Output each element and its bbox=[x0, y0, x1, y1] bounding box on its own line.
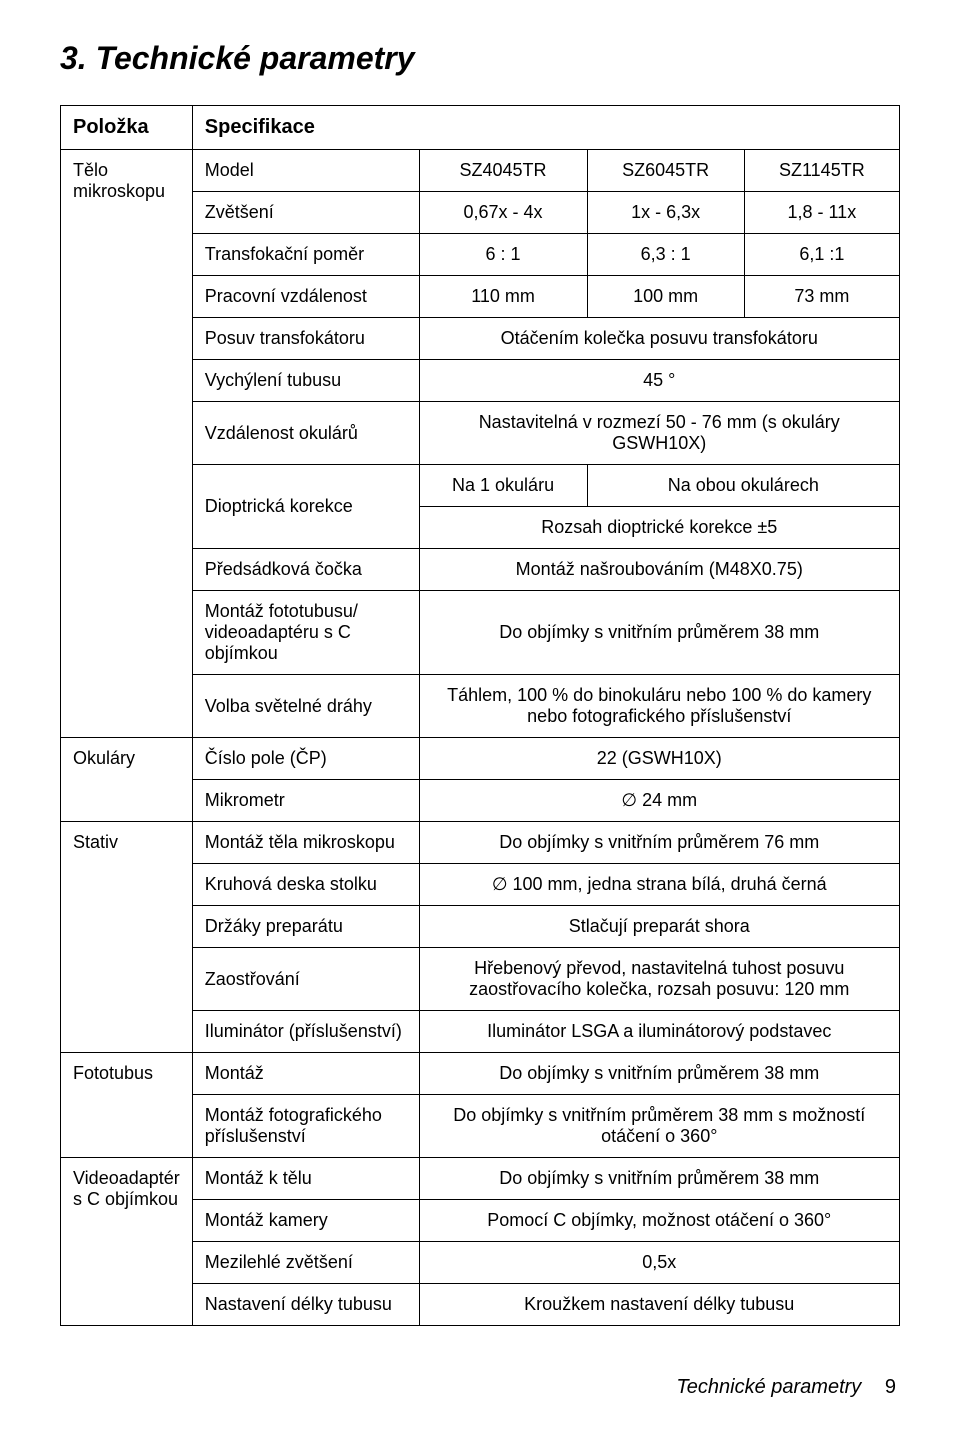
cell-transfok-name: Transfokační poměr bbox=[192, 234, 419, 276]
cell-zaostr-val: Hřebenový převod, nastavitelná tuhost po… bbox=[419, 948, 899, 1011]
page: 3. Technické parametry Položka Specifika… bbox=[0, 0, 960, 1429]
cell-posuv-val: Otáčením kolečka posuvu transfokátoru bbox=[419, 318, 899, 360]
cell-kruh-name: Kruhová deska stolku bbox=[192, 864, 419, 906]
cell-dioptr-name: Dioptrická korekce bbox=[192, 465, 419, 549]
table-row: Videoadaptér s C objímkou Montáž k tělu … bbox=[61, 1158, 900, 1200]
page-number: 9 bbox=[885, 1376, 896, 1398]
cell-predsad-val: Montáž našroubováním (M48X0.75) bbox=[419, 549, 899, 591]
col-header-spec: Specifikace bbox=[192, 106, 899, 150]
cell-vzdokul-val: Nastavitelná v rozmezí 50 - 76 mm (s oku… bbox=[419, 402, 899, 465]
cell-mikrometr-val: ∅ 24 mm bbox=[419, 780, 899, 822]
cell-mezilehl-name: Mezilehlé zvětšení bbox=[192, 1242, 419, 1284]
cell-nastav-name: Nastavení délky tubusu bbox=[192, 1284, 419, 1326]
page-footer: Technické parametry 9 bbox=[60, 1376, 900, 1399]
spec-table: Položka Specifikace Tělo mikroskopu Mode… bbox=[60, 105, 900, 1326]
table-header-row: Položka Specifikace bbox=[61, 106, 900, 150]
cell-posuv-name: Posuv transfokátoru bbox=[192, 318, 419, 360]
cell-nastav-val: Kroužkem nastavení délky tubusu bbox=[419, 1284, 899, 1326]
cell-zvetseni-name: Zvětšení bbox=[192, 192, 419, 234]
cell-pracvzd-v1: 110 mm bbox=[419, 276, 587, 318]
cell-montaz-name: Montáž bbox=[192, 1053, 419, 1095]
cell-pracvzd-v3: 73 mm bbox=[744, 276, 899, 318]
cell-transfok-v2: 6,3 : 1 bbox=[587, 234, 744, 276]
cell-volba-name: Volba světelné dráhy bbox=[192, 675, 419, 738]
cell-zvetseni-v3: 1,8 - 11x bbox=[744, 192, 899, 234]
group-stativ: Stativ bbox=[61, 822, 193, 1053]
group-video: Videoadaptér s C objímkou bbox=[61, 1158, 193, 1326]
cell-pracvzd-name: Pracovní vzdálenost bbox=[192, 276, 419, 318]
cell-cislo-val: 22 (GSWH10X) bbox=[419, 738, 899, 780]
section-heading: 3. Technické parametry bbox=[60, 40, 900, 77]
cell-vzdokul-name: Vzdálenost okulárů bbox=[192, 402, 419, 465]
cell-model-name: Model bbox=[192, 150, 419, 192]
cell-ilum-val: Iluminátor LSGA a iluminátorový podstave… bbox=[419, 1011, 899, 1053]
cell-volba-val: Táhlem, 100 % do binokuláru nebo 100 % d… bbox=[419, 675, 899, 738]
cell-montazkam-val: Pomocí C objímky, možnost otáčení o 360° bbox=[419, 1200, 899, 1242]
table-row: Okuláry Číslo pole (ČP) 22 (GSWH10X) bbox=[61, 738, 900, 780]
cell-montazktelu-name: Montáž k tělu bbox=[192, 1158, 419, 1200]
cell-zvetseni-v1: 0,67x - 4x bbox=[419, 192, 587, 234]
group-telo: Tělo mikroskopu bbox=[61, 150, 193, 738]
cell-fototub-val: Do objímky s vnitřním průměrem 38 mm bbox=[419, 591, 899, 675]
cell-montaztela-name: Montáž těla mikroskopu bbox=[192, 822, 419, 864]
cell-dioptr-c2: Na obou okulárech bbox=[587, 465, 899, 507]
cell-zvetseni-v2: 1x - 6,3x bbox=[587, 192, 744, 234]
cell-transfok-v3: 6,1 :1 bbox=[744, 234, 899, 276]
col-header-polozka: Položka bbox=[61, 106, 193, 150]
table-row: Stativ Montáž těla mikroskopu Do objímky… bbox=[61, 822, 900, 864]
cell-transfok-v1: 6 : 1 bbox=[419, 234, 587, 276]
table-row: Tělo mikroskopu Model SZ4045TR SZ6045TR … bbox=[61, 150, 900, 192]
cell-zaostr-name: Zaostřování bbox=[192, 948, 419, 1011]
cell-montazfoto-val: Do objímky s vnitřním průměrem 38 mm s m… bbox=[419, 1095, 899, 1158]
cell-predsad-name: Předsádková čočka bbox=[192, 549, 419, 591]
cell-pracvzd-v2: 100 mm bbox=[587, 276, 744, 318]
cell-dioptr-row2: Rozsah dioptrické korekce ±5 bbox=[419, 507, 899, 549]
cell-model-v3: SZ1145TR bbox=[744, 150, 899, 192]
cell-montazkam-name: Montáž kamery bbox=[192, 1200, 419, 1242]
group-fototubus: Fototubus bbox=[61, 1053, 193, 1158]
cell-cislo-name: Číslo pole (ČP) bbox=[192, 738, 419, 780]
cell-model-v1: SZ4045TR bbox=[419, 150, 587, 192]
cell-montazfoto-name: Montáž fotografického příslušenství bbox=[192, 1095, 419, 1158]
cell-mezilehl-val: 0,5x bbox=[419, 1242, 899, 1284]
cell-mikrometr-name: Mikrometr bbox=[192, 780, 419, 822]
cell-kruh-val: ∅ 100 mm, jedna strana bílá, druhá černá bbox=[419, 864, 899, 906]
table-row: Fototubus Montáž Do objímky s vnitřním p… bbox=[61, 1053, 900, 1095]
cell-dioptr-c1: Na 1 okuláru bbox=[419, 465, 587, 507]
cell-model-v2: SZ6045TR bbox=[587, 150, 744, 192]
cell-vychyleni-name: Vychýlení tubusu bbox=[192, 360, 419, 402]
cell-montaz-val: Do objímky s vnitřním průměrem 38 mm bbox=[419, 1053, 899, 1095]
cell-ilum-name: Iluminátor (příslušenství) bbox=[192, 1011, 419, 1053]
cell-montaztela-val: Do objímky s vnitřním průměrem 76 mm bbox=[419, 822, 899, 864]
heading-text: Technické parametry bbox=[96, 40, 415, 76]
cell-drzaky-val: Stlačují preparát shora bbox=[419, 906, 899, 948]
group-okulary: Okuláry bbox=[61, 738, 193, 822]
footer-text: Technické parametry bbox=[676, 1376, 861, 1398]
heading-number: 3. bbox=[60, 40, 87, 76]
cell-fototub-name: Montáž fototubusu/ videoadaptéru s C obj… bbox=[192, 591, 419, 675]
cell-vychyleni-val: 45 ° bbox=[419, 360, 899, 402]
cell-drzaky-name: Držáky preparátu bbox=[192, 906, 419, 948]
cell-montazktelu-val: Do objímky s vnitřním průměrem 38 mm bbox=[419, 1158, 899, 1200]
